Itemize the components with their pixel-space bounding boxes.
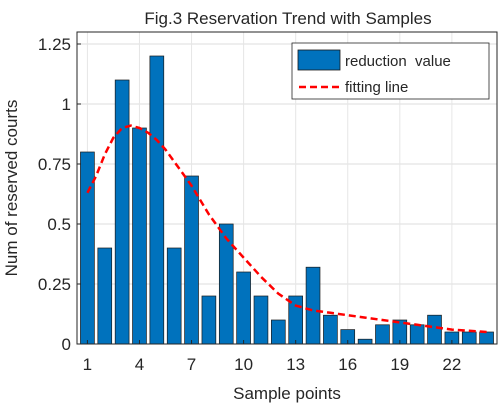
bar [132, 127, 147, 345]
bar [357, 338, 373, 345]
chart-title: Fig.3 Reservation Trend with Samples [144, 9, 431, 28]
plot-frame [76, 31, 498, 345]
legend: reduction value fitting line [291, 42, 490, 100]
legend-swatch-reduction-value [297, 49, 341, 71]
bar [323, 314, 338, 345]
bar [114, 79, 130, 345]
legend-label-fitting-line: fitting line [345, 79, 408, 96]
y-axis-ticks: 0 0.25 0.5 0.75 1 1.25 [38, 35, 81, 354]
bar [461, 331, 477, 345]
y-tick-label: 0 [62, 335, 71, 354]
x-tick-label: 1 [83, 355, 92, 374]
x-tick-label: 13 [286, 355, 305, 374]
bar [271, 319, 286, 345]
x-tick-label: 4 [135, 355, 144, 374]
y-tick-label: 1 [62, 95, 71, 114]
legend-label-reduction-value: reduction value [345, 53, 451, 70]
fitting-line [86, 124, 487, 334]
bar [427, 314, 442, 345]
x-tick-label: 19 [390, 355, 409, 374]
y-tick-label: 1.25 [38, 35, 71, 54]
bar [218, 223, 234, 345]
bar [149, 55, 165, 345]
y-tick-label: 0.25 [38, 275, 71, 294]
x-tick-label: 22 [442, 355, 461, 374]
x-axis-label: Sample points [233, 384, 341, 403]
bar [184, 175, 199, 345]
bar [375, 324, 390, 345]
x-tick-label: 10 [234, 355, 253, 374]
x-axis-ticks: 1 4 7 10 13 16 19 22 [83, 340, 461, 374]
bar [479, 331, 494, 345]
y-axis-label: Num of reserved courts [2, 100, 21, 277]
y-tick-label: 0.5 [47, 215, 71, 234]
bar [409, 324, 425, 345]
x-tick-label: 7 [187, 355, 196, 374]
bar [97, 247, 113, 345]
bar [305, 266, 321, 345]
bar [201, 295, 217, 345]
fitting-line-path [86, 124, 487, 334]
x-tick-label: 16 [338, 355, 357, 374]
y-tick-label: 0.75 [38, 155, 71, 174]
bar [236, 271, 251, 345]
bar [166, 247, 182, 345]
bar [253, 295, 269, 345]
